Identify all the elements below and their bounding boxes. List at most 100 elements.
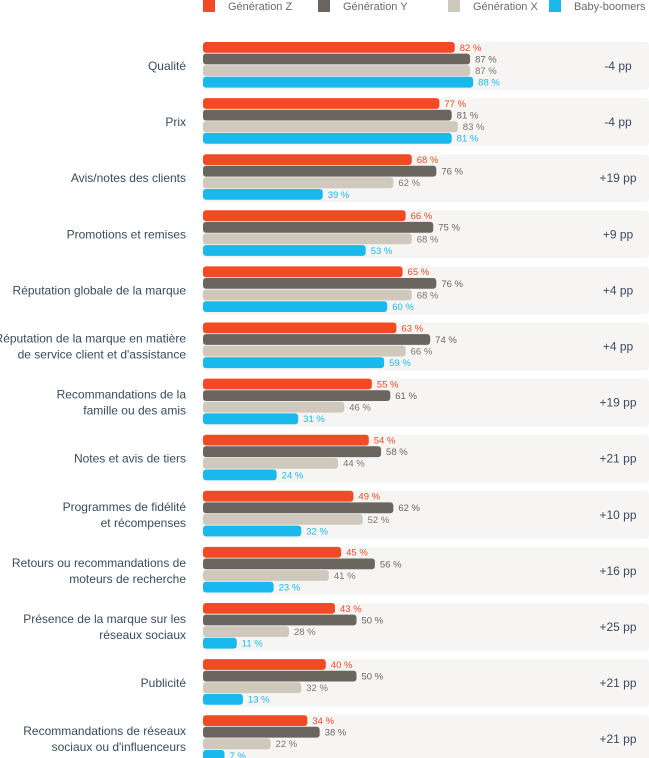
difference-label: +19 pp xyxy=(599,171,636,185)
value-label: 52 % xyxy=(368,515,390,526)
value-label: 40 % xyxy=(331,660,353,671)
category-label-line: Recommandations de réseaux xyxy=(23,724,186,738)
value-label: 13 % xyxy=(248,695,270,706)
value-label: 34 % xyxy=(312,716,334,727)
value-label: 49 % xyxy=(358,492,380,503)
bar xyxy=(203,570,329,581)
value-label: 62 % xyxy=(398,503,420,514)
bar xyxy=(203,637,237,649)
value-label: 41 % xyxy=(334,571,356,582)
bar xyxy=(203,165,437,177)
bar xyxy=(203,670,357,682)
difference-label: +4 pp xyxy=(603,283,634,297)
value-label: 23 % xyxy=(279,583,301,594)
bar xyxy=(203,525,302,537)
value-label: 31 % xyxy=(303,414,325,425)
value-label: 55 % xyxy=(377,379,399,390)
chart-row: Réputation de la marque en matière de ser… xyxy=(0,322,649,371)
value-label: 77 % xyxy=(444,99,466,110)
category-label-line: Recommandations de la xyxy=(57,388,187,402)
value-label: 88 % xyxy=(478,78,500,89)
bar xyxy=(203,154,412,165)
value-label: 66 % xyxy=(411,211,433,222)
difference-label: +21 pp xyxy=(599,676,636,690)
value-label: 32 % xyxy=(306,683,328,694)
bar xyxy=(203,65,471,76)
bar xyxy=(203,603,336,614)
category-label-line: famille ou des amis xyxy=(83,404,186,418)
value-label: 75 % xyxy=(438,223,460,234)
value-label: 56 % xyxy=(380,559,402,570)
legend-item: Baby-boomers xyxy=(549,0,646,13)
chart-row: Recommandations de réseaux sociaux ou d'i… xyxy=(23,715,649,758)
bar xyxy=(203,401,345,413)
chart-row: Recommandations de la famille ou des amis… xyxy=(57,378,649,427)
legend-item: Génération Y xyxy=(318,0,408,13)
bar xyxy=(203,76,474,88)
value-label: 61 % xyxy=(395,391,417,402)
value-label: 83 % xyxy=(463,122,485,133)
legend-swatch xyxy=(448,0,460,12)
category-label-line: Qualité xyxy=(148,59,186,73)
bar xyxy=(203,693,243,705)
value-label: 7 % xyxy=(229,751,246,758)
category-label-line: Publicité xyxy=(141,676,187,690)
difference-label: +9 pp xyxy=(603,227,634,241)
bar xyxy=(203,446,382,458)
bar xyxy=(203,301,388,312)
value-label: 66 % xyxy=(411,347,433,358)
bar xyxy=(203,210,406,222)
legend-swatch xyxy=(549,0,561,12)
legend-item: Génération Z xyxy=(203,0,292,13)
value-label: 32 % xyxy=(306,526,328,537)
bar xyxy=(203,413,299,425)
bar xyxy=(203,626,289,637)
value-label: 82 % xyxy=(460,43,482,54)
chart-row: Publicité 40 % 50 % 32 % 13 % +21 pp xyxy=(141,659,649,708)
bar xyxy=(203,334,431,345)
bar xyxy=(203,434,369,446)
value-label: 50 % xyxy=(362,672,384,683)
difference-label: +19 pp xyxy=(599,396,636,410)
difference-label: +4 pp xyxy=(603,340,634,354)
bar xyxy=(203,457,339,469)
category-label: Programmes de fidélité et récompenses xyxy=(63,500,187,530)
bar xyxy=(203,233,412,245)
value-label: 76 % xyxy=(441,167,463,178)
category-label: Retours ou recommandations de moteurs de … xyxy=(12,556,186,586)
bar xyxy=(203,132,452,144)
difference-label: +25 pp xyxy=(599,620,636,634)
row-background xyxy=(203,715,649,758)
difference-label: +21 pp xyxy=(599,452,636,466)
value-label: 81 % xyxy=(457,134,479,145)
category-label-line: Promotions et remises xyxy=(67,227,186,241)
value-label: 68 % xyxy=(417,155,439,166)
value-label: 43 % xyxy=(340,604,362,615)
bar xyxy=(203,682,302,694)
category-label-line: Retours ou recommandations de xyxy=(12,556,186,570)
bar xyxy=(203,390,391,401)
category-label: Réputation de la marque en matière de ser… xyxy=(0,332,186,362)
category-label: Avis/notes des clients xyxy=(71,171,186,185)
value-label: 53 % xyxy=(371,246,393,257)
bar xyxy=(203,514,363,525)
category-label-line: Programmes de fidélité xyxy=(63,500,187,514)
value-label: 74 % xyxy=(435,335,457,346)
bar xyxy=(203,502,394,514)
category-label: Promotions et remises xyxy=(67,227,186,241)
bar xyxy=(203,469,277,481)
bar xyxy=(203,189,323,200)
bar xyxy=(203,345,406,357)
value-label: 81 % xyxy=(457,111,479,122)
category-label-line: Notes et avis de tiers xyxy=(74,452,186,466)
value-label: 22 % xyxy=(276,739,298,750)
category-label: Notes et avis de tiers xyxy=(74,452,186,466)
bar xyxy=(203,378,372,390)
value-label: 11 % xyxy=(242,639,264,650)
chart-row: Programmes de fidélité et récompenses 49 %… xyxy=(63,490,649,539)
value-label: 46 % xyxy=(349,403,371,414)
category-label-line: et récompenses xyxy=(101,516,186,530)
